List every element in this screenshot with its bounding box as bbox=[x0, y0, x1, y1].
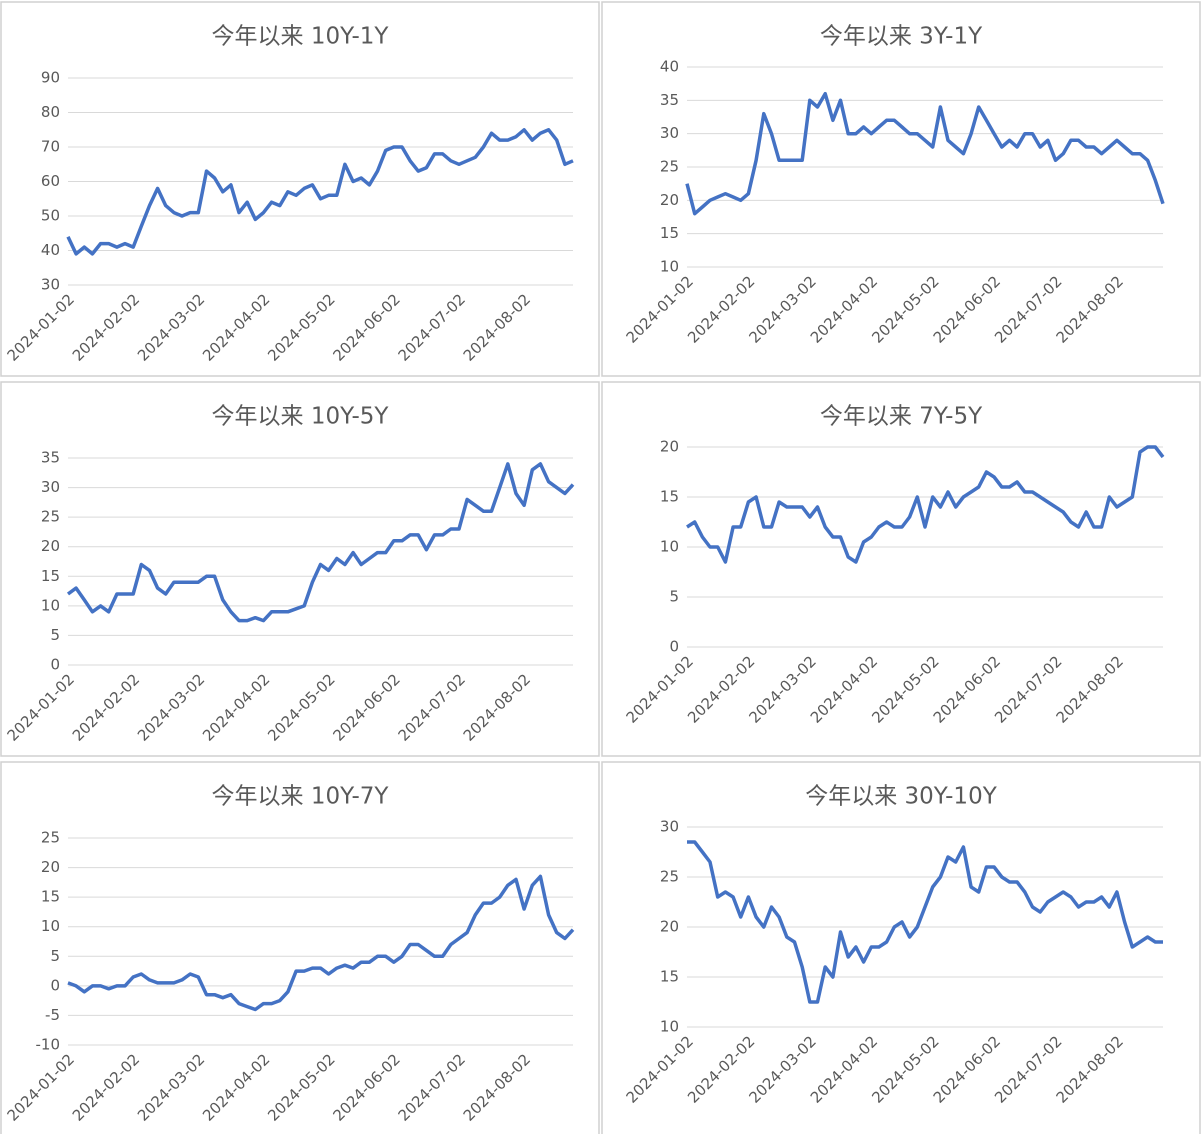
chart-panel: 今年以来 30Y-10Y10152025302024-01-022024-02-… bbox=[601, 761, 1201, 1134]
line-series bbox=[685, 91, 1165, 216]
panel-border bbox=[601, 1, 1201, 377]
chart-panel: 今年以来 10Y-5Y051015202530352024-01-022024-… bbox=[0, 381, 600, 757]
y-tick-label: 10 bbox=[41, 596, 60, 614]
panel-border bbox=[0, 761, 600, 1134]
y-tick-label: 10 bbox=[660, 258, 679, 276]
y-tick-label: 20 bbox=[660, 918, 679, 936]
y-tick-label: 15 bbox=[660, 224, 679, 242]
y-tick-label: 60 bbox=[41, 172, 60, 190]
chart-panel: 今年以来 3Y-1Y101520253035402024-01-022024-0… bbox=[601, 1, 1201, 377]
y-tick-label: 30 bbox=[41, 276, 60, 294]
chart-panel: 今年以来 10Y-1Y304050607080902024-01-022024-… bbox=[0, 1, 600, 377]
panel-border bbox=[601, 761, 1201, 1134]
y-tick-label: 25 bbox=[41, 508, 60, 526]
chart-title: 今年以来 10Y-7Y bbox=[212, 784, 390, 810]
chart-title: 今年以来 10Y-5Y bbox=[212, 404, 390, 430]
panel-border bbox=[601, 381, 1201, 757]
y-tick-label: 20 bbox=[660, 191, 679, 209]
y-tick-label: -10 bbox=[36, 1036, 61, 1054]
y-tick-label: 10 bbox=[660, 538, 679, 556]
line-series bbox=[687, 840, 1163, 1004]
panel-border bbox=[0, 381, 600, 757]
y-tick-label: 80 bbox=[41, 103, 60, 121]
chart-panel: 今年以来 7Y-5Y051015202024-01-022024-02-0220… bbox=[601, 381, 1201, 757]
y-tick-label: 10 bbox=[660, 1018, 679, 1036]
y-tick-label: 25 bbox=[41, 829, 60, 847]
y-tick-label: 40 bbox=[41, 241, 60, 259]
y-tick-label: 90 bbox=[41, 69, 60, 87]
y-tick-label: 20 bbox=[660, 438, 679, 456]
line-series bbox=[66, 128, 574, 256]
y-tick-label: 0 bbox=[669, 638, 679, 656]
y-tick-label: 15 bbox=[660, 488, 679, 506]
y-tick-label: 30 bbox=[660, 818, 679, 836]
y-tick-label: 15 bbox=[41, 567, 60, 585]
y-tick-label: 5 bbox=[50, 947, 60, 965]
y-tick-label: 15 bbox=[660, 968, 679, 986]
y-tick-label: 20 bbox=[41, 858, 60, 876]
line-series bbox=[686, 445, 1165, 564]
y-tick-label: 0 bbox=[50, 656, 60, 674]
y-tick-label: 25 bbox=[660, 158, 679, 176]
line-series bbox=[67, 874, 575, 1012]
y-tick-label: 25 bbox=[660, 868, 679, 886]
chart-title: 今年以来 3Y-1Y bbox=[820, 24, 983, 50]
y-tick-label: 0 bbox=[50, 976, 60, 994]
y-tick-label: 5 bbox=[669, 588, 679, 606]
chart-title: 今年以来 7Y-5Y bbox=[820, 404, 983, 430]
y-tick-label: -5 bbox=[45, 1006, 60, 1024]
chart-title: 今年以来 30Y-10Y bbox=[805, 784, 997, 810]
y-tick-label: 70 bbox=[41, 138, 60, 156]
y-tick-label: 15 bbox=[41, 888, 60, 906]
y-tick-label: 30 bbox=[660, 124, 679, 142]
y-tick-label: 20 bbox=[41, 537, 60, 555]
y-tick-label: 35 bbox=[660, 91, 679, 109]
line-series bbox=[66, 462, 575, 623]
y-tick-label: 10 bbox=[41, 917, 60, 935]
y-tick-label: 30 bbox=[41, 478, 60, 496]
chart-panel: 今年以来 10Y-7Y-10-505101520252024-01-022024… bbox=[0, 761, 600, 1134]
chart-title: 今年以来 10Y-1Y bbox=[212, 24, 390, 50]
panel-border bbox=[0, 1, 600, 377]
y-tick-label: 50 bbox=[41, 207, 60, 225]
y-tick-label: 40 bbox=[660, 58, 679, 76]
y-tick-label: 35 bbox=[41, 449, 60, 467]
y-tick-label: 5 bbox=[50, 626, 60, 644]
